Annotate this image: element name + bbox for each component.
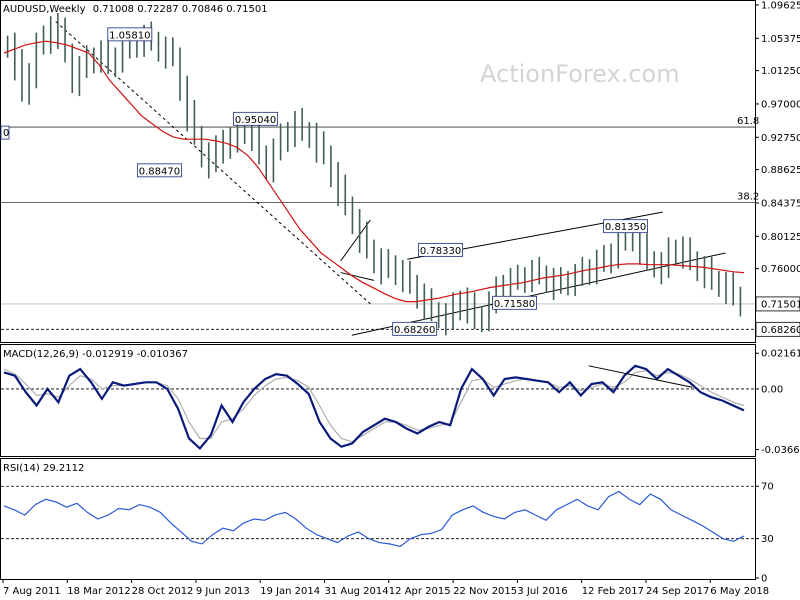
x-tick-label: 31 Aug 2014 bbox=[325, 586, 389, 597]
price-panel-frame bbox=[0, 0, 756, 343]
x-tick-label: 6 May 2018 bbox=[710, 586, 769, 597]
price-y-tick-label: 0.68260 bbox=[761, 325, 800, 336]
price-annotation-label: 1.05810 bbox=[109, 30, 150, 41]
macd-trendline bbox=[588, 365, 693, 388]
macd-trendlines bbox=[588, 365, 693, 388]
macd-main-line bbox=[3, 364, 745, 450]
price-y-highlight-box bbox=[755, 296, 800, 312]
price-annotation: 0.78330 bbox=[418, 242, 464, 257]
price-y-tick-label: 1.05375 bbox=[761, 34, 800, 45]
price-y-tick-label: 0.88625 bbox=[761, 165, 800, 176]
ohlc-label: 0.71008 0.72287 0.70846 0.71501 bbox=[93, 4, 268, 15]
price-y-tick-label: 0.97000 bbox=[761, 99, 800, 110]
price-y-tick-label: 0.71501 bbox=[761, 299, 800, 310]
price-annotation-label: 0.88470 bbox=[139, 166, 180, 177]
rsi-y-tick-label: 70 bbox=[761, 482, 774, 493]
fib-level-label: 38.2 bbox=[737, 191, 759, 202]
rsi-y-tick-label: 30 bbox=[761, 534, 774, 545]
left-edge-label: 0 bbox=[0, 125, 10, 140]
x-tick-label: 18 Mar 2012 bbox=[67, 586, 130, 597]
fib-level-label: 61.8 bbox=[737, 116, 759, 127]
price-annotation: 0.68260 bbox=[392, 321, 438, 336]
price-y-tick-label: 0.76000 bbox=[761, 264, 800, 275]
x-tick-label: 9 Jun 2013 bbox=[196, 586, 250, 597]
macd-panel-frame bbox=[0, 344, 756, 457]
moving-average-line bbox=[3, 40, 745, 303]
rsi-title: RSI(14) 29.2112 bbox=[3, 463, 84, 474]
price-annotation: 0.95040 bbox=[233, 111, 279, 126]
macd-y-tick-label: -0.036694 bbox=[761, 445, 800, 456]
price-trendline bbox=[351, 252, 726, 336]
chart-title: AUDUSD,Weekly 0.71008 0.72287 0.70846 0.… bbox=[3, 4, 268, 15]
watermark: ActionForex.com bbox=[480, 60, 680, 88]
symbol-label: AUDUSD,Weekly bbox=[3, 4, 86, 15]
price-annotation: 0.88470 bbox=[136, 163, 182, 177]
x-tick-label: 7 Aug 2011 bbox=[3, 586, 61, 597]
left-edge-label-text: 0 bbox=[3, 128, 9, 139]
price-annotations: 1.05810 0.95040 0.88470 0.78330 0.81350 0.715… bbox=[0, 27, 648, 336]
price-y-tick-label: 0.84375 bbox=[761, 198, 800, 209]
price-annotation: 0.71580 bbox=[492, 295, 538, 310]
rsi-y-axis: 70 30 0 bbox=[755, 482, 774, 585]
price-panel: ActionForex.com AUDUSD,Weekly 0.71008 0.… bbox=[0, 0, 800, 343]
macd-title: MACD(12,26,9) -0.012919 -0.010367 bbox=[3, 349, 188, 360]
price-annotation: 1.05810 bbox=[107, 27, 153, 41]
price-annotation-label: 0.68260 bbox=[394, 325, 435, 336]
price-annotation: 0.81350 bbox=[603, 219, 648, 233]
price-trendline bbox=[55, 21, 371, 305]
rsi-panel: RSI(14) 29.2112 70 30 0 bbox=[0, 458, 774, 585]
price-trendline bbox=[340, 272, 375, 281]
macd-panel: MACD(12,26,9) -0.012919 -0.010367 0.0216… bbox=[0, 344, 800, 457]
macd-y-tick-label: 0.00 bbox=[761, 384, 783, 395]
x-tick-label: 22 Nov 2015 bbox=[453, 586, 517, 597]
price-y-tick-label: 0.80125 bbox=[761, 232, 800, 243]
rsi-panel-frame bbox=[0, 458, 756, 580]
macd-y-tick-label: 0.021616 bbox=[761, 349, 800, 360]
price-y-tick-label: 1.09625 bbox=[761, 0, 800, 11]
rsi-grid bbox=[1, 485, 755, 540]
price-y-tick-label: 1.01250 bbox=[761, 66, 800, 77]
x-tick-label: 28 Oct 2012 bbox=[132, 586, 194, 597]
price-y-tick-label: 0.92750 bbox=[761, 133, 800, 144]
x-tick-label: 3 Jul 2016 bbox=[517, 586, 567, 597]
rsi-y-tick-label: 0 bbox=[761, 574, 767, 585]
price-y-axis: 1.09625 1.05375 1.01250 0.97000 0.92750 0.886… bbox=[755, 0, 800, 337]
x-tick-label: 19 Jan 2014 bbox=[260, 586, 320, 597]
price-annotation-label: 0.71580 bbox=[494, 299, 535, 310]
price-annotation-label: 0.81350 bbox=[605, 222, 646, 233]
macd-y-axis: 0.021616 0.00 -0.036694 bbox=[755, 349, 800, 456]
x-tick-label: 12 Feb 2017 bbox=[582, 586, 644, 597]
rsi-line bbox=[3, 490, 745, 548]
price-annotation-label: 0.78330 bbox=[420, 246, 461, 257]
price-y-highlight-box bbox=[755, 321, 800, 337]
price-annotation-label: 0.95040 bbox=[235, 115, 276, 126]
x-tick-label: 12 Apr 2015 bbox=[389, 586, 451, 597]
price-trendline bbox=[340, 219, 371, 262]
x-tick-label: 24 Sep 2017 bbox=[646, 586, 709, 597]
x-axis: 7 Aug 2011 18 Mar 2012 28 Oct 2012 9 Jun 20… bbox=[2, 579, 769, 597]
